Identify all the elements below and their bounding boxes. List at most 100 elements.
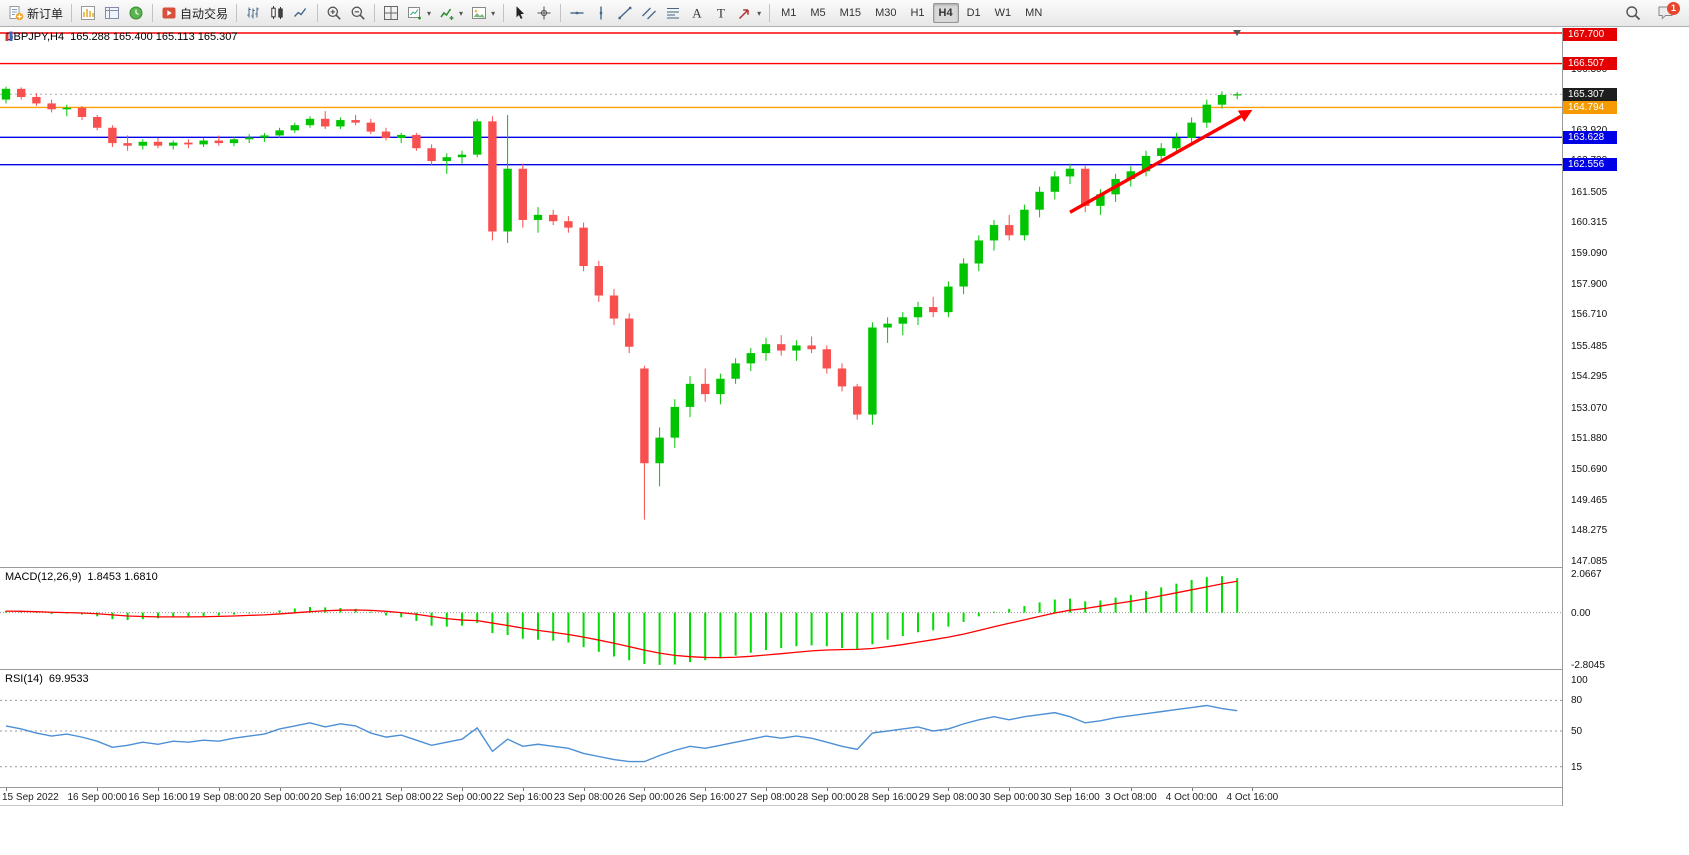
timeframe-h4-button[interactable]: H4 — [932, 3, 959, 23]
time-axis-label: 20 Sep 16:00 — [310, 792, 371, 803]
candle-body — [108, 127, 117, 144]
candle-body — [716, 378, 725, 395]
search-button[interactable] — [1621, 2, 1645, 24]
search-icon — [1625, 5, 1641, 21]
chevron-down-icon: ▾ — [491, 8, 496, 18]
timeframe-mn-button[interactable]: MN — [1025, 7, 1043, 19]
candlestick-chart-button[interactable] — [265, 2, 289, 24]
price-axis-label: 151.880 — [1571, 433, 1608, 445]
timeframe-m1-button[interactable]: M1 — [781, 7, 797, 19]
time-axis[interactable]: 15 Sep 2022 16 Sep 00:00 16 Sep 16:00 19 Se… — [0, 788, 1689, 806]
timeframe-m30-button[interactable]: M30 — [875, 7, 897, 19]
data-window-button[interactable] — [100, 2, 124, 24]
arrows-icon — [737, 5, 753, 21]
rsi-scale-label: 80 — [1571, 695, 1583, 707]
fibonacci-button[interactable] — [661, 2, 685, 24]
trend-arrow-line[interactable] — [1069, 114, 1242, 214]
market-watch-button[interactable] — [124, 2, 148, 24]
candle-body — [1081, 168, 1090, 206]
candle-body — [655, 437, 664, 464]
time-axis-label: 28 Sep 00:00 — [797, 792, 857, 803]
time-axis-tick — [887, 788, 889, 791]
timeframe-m15-button[interactable]: M15 — [839, 7, 862, 19]
time-axis-tick — [583, 788, 585, 791]
vertical-line-button[interactable] — [589, 2, 613, 24]
time-axis-label: 4 Oct 00:00 — [1165, 792, 1218, 803]
candle-body — [381, 131, 391, 138]
chart-shift-marker[interactable] — [1233, 30, 1241, 36]
candle-body — [77, 107, 87, 117]
candle-body — [792, 345, 801, 351]
price-axis-label: 154.295 — [1571, 371, 1608, 383]
price-axis-label: 161.505 — [1571, 186, 1608, 198]
rsi-panel[interactable]: RSI(14) 69.9533 — [0, 670, 1689, 788]
timeframe-w1-button[interactable]: W1 — [994, 7, 1012, 19]
candle-body — [944, 286, 953, 313]
time-axis-tick — [948, 788, 950, 791]
horizontal-line-button[interactable] — [565, 2, 589, 24]
text-button[interactable]: A — [685, 2, 709, 24]
timeframe-d1-button[interactable]: D1 — [966, 7, 981, 19]
main-chart-canvas[interactable] — [0, 28, 1562, 568]
candle-body — [260, 135, 269, 138]
rsi-canvas[interactable] — [0, 670, 1562, 788]
candle-body — [488, 121, 497, 232]
time-axis-label: 30 Sep 00:00 — [979, 792, 1039, 803]
candle-body — [153, 141, 163, 146]
new-chart-icon — [407, 5, 423, 21]
main-chart-panel[interactable]: GBPJPY,H4 165.288 165.400 165.113 165.30… — [0, 28, 1689, 568]
trendline-button[interactable] — [613, 2, 637, 24]
time-axis-tick — [462, 788, 463, 791]
candle-body — [1233, 94, 1242, 96]
timeframe-h1-button[interactable]: H1 — [910, 7, 925, 19]
price-axis-label: 155.485 — [1571, 340, 1608, 352]
templates-icon — [471, 5, 487, 21]
time-axis-label: 26 Sep 00:00 — [614, 792, 675, 803]
candle-body — [549, 214, 558, 222]
price-badge: 164.794 — [1563, 100, 1617, 114]
candle-body — [275, 130, 284, 136]
candle-body — [1217, 94, 1227, 105]
templates-button[interactable]: ▾ — [467, 2, 499, 24]
macd-panel[interactable]: MACD(12,26,9) 1.8453 1.6810 — [0, 568, 1689, 670]
time-axis-label: 22 Sep 00:00 — [432, 792, 492, 803]
charts-window-button[interactable] — [76, 2, 100, 24]
candle-body — [701, 383, 710, 395]
time-axis-tick — [97, 788, 99, 791]
channel-button[interactable] — [637, 2, 661, 24]
toolbar-separator — [317, 4, 319, 22]
candle-body — [321, 118, 330, 127]
candle-body — [640, 368, 649, 464]
candle-body — [898, 317, 907, 324]
macd-scale-label: 2.0667 — [1571, 569, 1602, 580]
toolbar: 新订单 自动交易 ▾ ▾ ▾ A T ▾ M1 M5 M15 M30 H1 H4 D1 W1 MN 1 — [0, 0, 1689, 27]
candle-body — [214, 140, 223, 144]
text-label-button[interactable]: T — [709, 2, 733, 24]
price-axis[interactable]: 167.525166.300165.110163.920162.730161.5… — [1562, 28, 1689, 806]
tile-windows-button[interactable] — [379, 2, 403, 24]
indicators-button[interactable]: ▾ — [435, 2, 467, 24]
new-order-button[interactable]: 新订单 — [4, 2, 67, 24]
cursor-button[interactable] — [508, 2, 532, 24]
candle-body — [594, 266, 603, 296]
timeframe-m5-button[interactable]: M5 — [810, 7, 826, 19]
line-chart-button[interactable] — [289, 2, 313, 24]
arrows-button[interactable]: ▾ — [733, 2, 765, 24]
crosshair-button[interactable] — [532, 2, 556, 24]
notifications-button[interactable]: 1 — [1657, 2, 1680, 22]
trend-arrow-head[interactable] — [1237, 109, 1253, 122]
candle-body — [609, 295, 619, 319]
macd-canvas[interactable] — [0, 568, 1562, 670]
candle-body — [974, 240, 983, 264]
notification-count-badge: 1 — [1667, 2, 1680, 15]
candle-body — [47, 103, 56, 110]
bar-chart-button[interactable] — [241, 2, 265, 24]
chevron-down-icon: ▾ — [757, 8, 762, 18]
autotrading-button[interactable]: 自动交易 — [157, 2, 232, 24]
price-axis-label: 148.275 — [1571, 525, 1608, 537]
candle-body — [397, 134, 406, 138]
new-chart-button[interactable]: ▾ — [403, 2, 435, 24]
zoom-out-button[interactable] — [346, 2, 370, 24]
candle-body — [807, 345, 816, 350]
zoom-in-button[interactable] — [322, 2, 346, 24]
